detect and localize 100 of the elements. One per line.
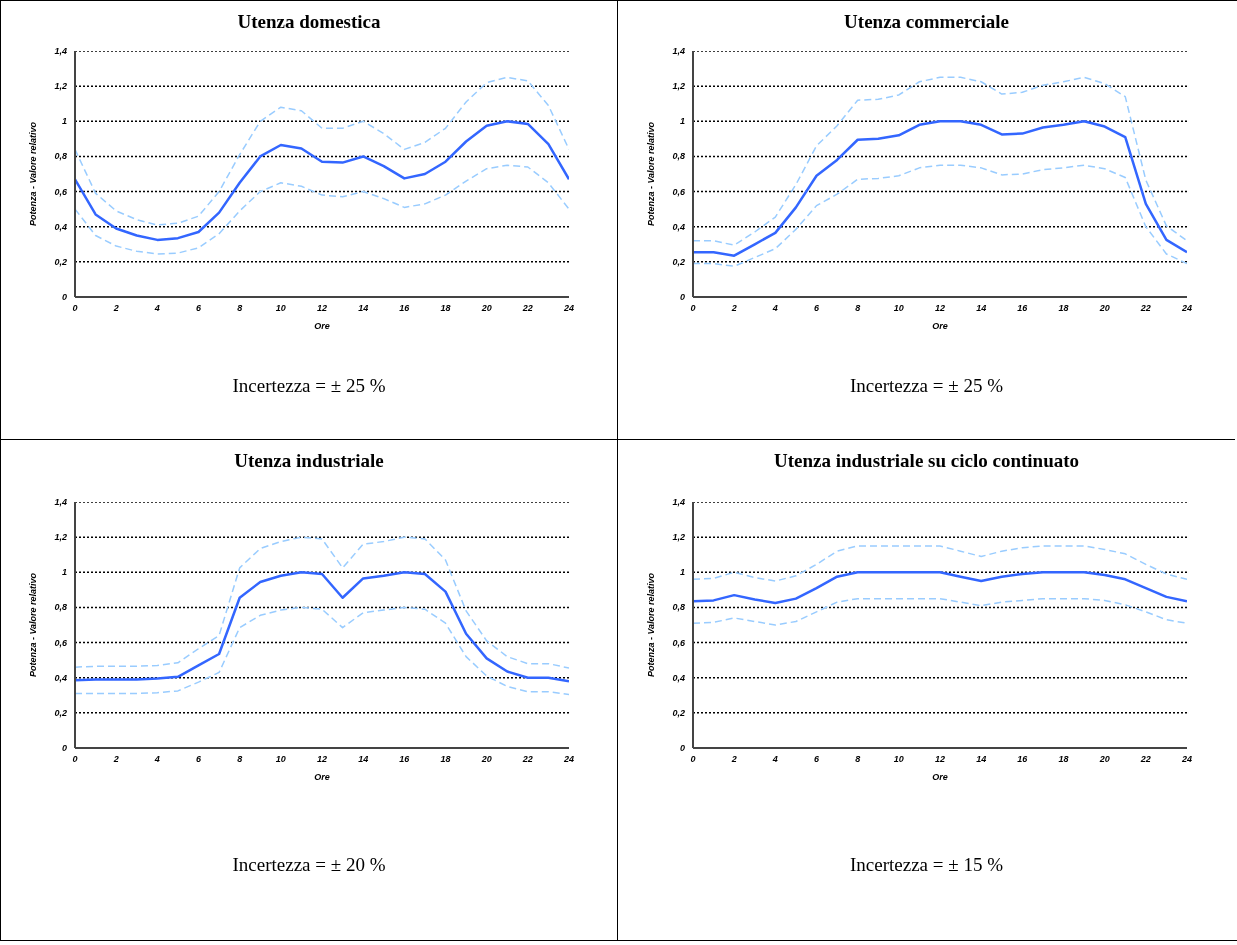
x-tick-label: 10 [275,754,286,765]
x-tick-label: 2 [112,303,119,314]
y-axis-title: Potenza - Valore relativo [28,121,39,227]
y-tick-label: 0,8 [671,602,685,613]
x-tick-label: 4 [771,303,778,314]
x-tick-label: 12 [316,303,328,314]
y-tick-label: 0,8 [671,151,685,162]
x-tick-label: 16 [1016,754,1028,765]
text: Incertezza = ± 25 % [232,375,386,397]
y-tick-label: 0 [679,743,685,753]
x-tick-label: 8 [237,303,243,314]
x-tick-label: 20 [480,303,492,314]
x-tick-label: 2 [730,754,737,765]
y-axis-title: Potenza - Valore relativo [645,572,656,678]
x-tick-label: 2 [730,303,737,314]
y-tick-label: 0,4 [54,672,67,683]
x-tick-label: 0 [72,303,78,314]
x-tick-label: 20 [1098,303,1110,314]
x-tick-label: 22 [521,303,533,314]
x-tick-label: 18 [440,754,451,765]
y-tick-label: 1 [679,567,685,578]
x-tick-label: 12 [934,303,945,314]
x-tick-label: 4 [153,303,160,314]
x-axis-title: Ore [314,321,330,331]
y-tick-label: 0,6 [54,637,68,648]
x-tick-label: 12 [934,754,945,765]
y-tick-label: 0,4 [671,221,685,232]
y-tick-label: 1,4 [671,46,685,56]
x-tick-label: 6 [813,754,820,765]
y-tick-label: 0,4 [54,221,67,232]
x-tick-label: 14 [975,303,986,314]
y-tick-label: 1,2 [671,532,685,543]
x-tick-label: 22 [1139,303,1151,314]
x-tick-label: 24 [1180,303,1192,314]
x-tick-label: 22 [521,754,533,765]
y-tick-label: 0,2 [54,256,67,267]
x-tick-label: 20 [1098,754,1110,765]
text: Incertezza = ± 20 % [232,854,386,876]
y-tick-label: 1,2 [671,81,685,92]
y-tick-label: 0,6 [671,637,686,648]
y-tick-label: 0 [679,292,685,302]
x-tick-label: 16 [399,303,411,314]
x-tick-label: 8 [854,303,860,314]
x-tick-label: 24 [562,303,575,314]
y-tick-label: 0,8 [54,151,67,162]
x-tick-label: 4 [771,754,778,765]
x-tick-label: 18 [1057,303,1069,314]
x-axis-title: Ore [931,321,948,331]
text: Incertezza = ± 15 % [849,854,1003,876]
y-tick-label: 1,4 [671,497,685,507]
chart-title: Utenza commerciale [844,11,1009,33]
y-tick-label: 0,2 [671,256,685,267]
x-tick-label: 0 [72,754,78,765]
x-tick-label: 22 [1139,754,1151,765]
y-tick-label: 0 [61,292,67,302]
y-tick-label: 1 [679,116,685,127]
x-tick-label: 6 [195,303,202,314]
x-tick-label: 10 [893,303,904,314]
x-axis-title: Ore [314,772,330,782]
y-tick-label: 0,6 [671,186,686,197]
y-tick-label: 0,2 [671,707,685,718]
y-tick-label: 1,2 [54,81,67,92]
y-tick-label: 0 [61,743,67,753]
x-tick-label: 14 [975,754,986,765]
x-tick-label: 0 [689,303,696,314]
x-tick-label: 24 [562,754,575,765]
y-tick-label: 1 [61,116,67,127]
x-tick-label: 8 [237,754,243,765]
x-tick-label: 14 [358,754,369,765]
y-axis-title: Potenza - Valore relativo [28,572,39,678]
x-tick-label: 14 [358,303,369,314]
x-tick-label: 18 [440,303,451,314]
x-tick-label: 16 [399,754,411,765]
x-tick-label: 18 [1057,754,1069,765]
x-tick-label: 12 [316,754,328,765]
x-tick-label: 2 [112,754,119,765]
x-axis-title: Ore [931,772,948,782]
y-tick-label: 0,4 [671,672,685,683]
x-tick-label: 4 [153,754,160,765]
y-tick-label: 0,6 [54,186,68,197]
x-tick-label: 8 [854,754,860,765]
x-tick-label: 10 [893,754,904,765]
chart-title: Utenza industriale [234,450,384,472]
chart-title: Utenza domestica [237,11,381,33]
y-axis-title: Potenza - Valore relativo [645,121,656,227]
x-tick-label: 6 [813,303,820,314]
x-tick-label: 20 [480,754,492,765]
x-tick-label: 0 [689,754,696,765]
chart-title: Utenza industriale su ciclo continuato [773,450,1080,472]
x-tick-label: 6 [195,754,202,765]
x-tick-label: 16 [1016,303,1028,314]
y-tick-label: 1,2 [54,532,67,543]
y-tick-label: 1,4 [54,46,67,56]
text: Incertezza = ± 25 % [849,375,1003,397]
x-tick-label: 10 [275,303,286,314]
y-tick-label: 1 [61,567,67,578]
y-tick-label: 1,4 [54,497,67,507]
y-tick-label: 0,8 [54,602,67,613]
x-tick-label: 24 [1180,754,1192,765]
y-tick-label: 0,2 [54,707,67,718]
